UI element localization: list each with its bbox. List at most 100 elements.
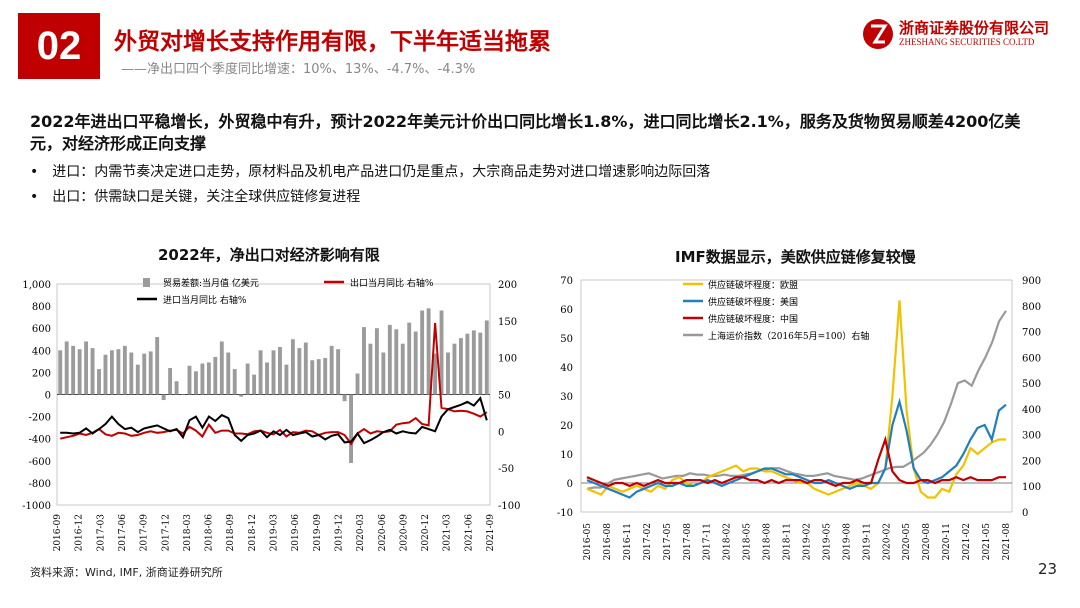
chart2-x-tick-label: 2016-11 [623, 523, 633, 560]
company-logo: 浙商证券股份有限公司 ZHESHANG SECURITIES CO.LTD [861, 17, 1061, 51]
chart1-bar [71, 345, 76, 395]
chart2-left-tick-label: 40 [560, 363, 573, 374]
chart1-bar [265, 362, 269, 395]
chart1-bar [297, 348, 302, 395]
chart2-left-tick-label: 0 [567, 479, 573, 490]
chart1-right-tick-label: -50 [498, 464, 514, 475]
chart1-x-tick-label: 2018-03 [183, 514, 193, 552]
chart1-bar [465, 333, 470, 395]
chart1-right-tick-label: 100 [498, 354, 517, 365]
chart2-x-tick-label: 2017-02 [643, 523, 653, 560]
chart1-bar [148, 351, 153, 395]
chart2-right-tick-label: 800 [1022, 302, 1041, 313]
chart1-right-tick-label: 150 [498, 317, 517, 328]
chart1-left-tick-label: 200 [32, 368, 51, 379]
chart1-import-line [60, 396, 488, 445]
chart1-x-tick-label: 2021-09 [486, 514, 496, 552]
chart1-x-tick-label: 2017-06 [118, 514, 128, 552]
bullet-export: 出口：供需缺口是关键，关注全球供应链修复进程 [30, 185, 710, 210]
chart1-bar [103, 354, 108, 395]
section-badge: 02 [18, 13, 100, 79]
chart1-bar [420, 310, 425, 395]
chart2-x-tick-label: 2018-08 [763, 523, 773, 561]
chart1-bar [142, 353, 147, 395]
chart2-legend-label: 供应链破坏程度：欧盟 [708, 279, 798, 291]
chart1-x-tick-label: 2019-09 [313, 514, 323, 552]
chart2-left-tick-label: 70 [560, 276, 573, 287]
chart1-bar [122, 345, 127, 395]
chart1-title: 2022年，净出口对经济影响有限 [158, 246, 380, 264]
chart2-right-tick-label: 200 [1022, 456, 1041, 467]
chart1-left-tick-label: -400 [29, 435, 51, 446]
chart1-bar [381, 352, 386, 395]
bullet-list: 进口：内需节奏决定进口走势，原材料品及机电产品进口仍是重点，大宗商品走势对进口增… [30, 160, 710, 210]
chart1-left-tick-label: 400 [32, 346, 51, 357]
chart2-x-tick-label: 2016-08 [603, 523, 613, 561]
chart1-right-tick-label: -100 [498, 501, 520, 512]
chart2-x-tick-label: 2018-11 [783, 523, 793, 560]
chart2-us-line [586, 397, 1007, 499]
chart1-bar [194, 371, 198, 395]
chart1-x-tick-label: 2021-03 [443, 514, 453, 552]
chart1-bar [426, 308, 431, 395]
chart2-right-tick-label: 400 [1022, 405, 1041, 416]
chart2-x-tick-label: 2017-11 [703, 523, 713, 560]
chart2-x-tick-label: 2017-05 [663, 523, 673, 561]
chart1-bar [362, 327, 366, 395]
chart1-x-tick-label: 2016-12 [75, 514, 85, 551]
chart1-x-tick-label: 2020-09 [399, 514, 409, 552]
chart1-x-tick-label: 2016-09 [53, 514, 63, 552]
page-subtitle: ——净出口四个季度同比增速：10%、13%、-4.7%、-4.3% [121, 62, 476, 77]
logo-text-cn: 浙商证券股份有限公司 [899, 19, 1050, 37]
chart2-plot-frame [580, 279, 1013, 513]
chart1-bar [84, 341, 89, 395]
chart1-x-tick-label: 2017-12 [161, 514, 171, 551]
chart1-bar [64, 341, 69, 395]
chart2-left-tick-label: 50 [560, 334, 573, 345]
chart1-x-tick-label: 2020-06 [378, 514, 388, 552]
chart1-bar [239, 394, 244, 397]
chart1-x-tick-label: 2017-09 [140, 514, 150, 552]
chart1-bar [374, 328, 379, 395]
chart1-bar [413, 331, 418, 395]
chart1-x-tick-label: 2019-06 [291, 514, 301, 552]
chart1-left-tick-label: -200 [29, 413, 51, 424]
chart2-right-tick-label: 600 [1022, 353, 1041, 364]
source-note: 资料来源：Wind, IMF, 浙商证券研究所 [30, 566, 223, 579]
page-number: 23 [1038, 560, 1058, 578]
chart2-title: IMF数据显示，美欧供应链修复较慢 [675, 248, 916, 266]
chart2-right-tick-label: 0 [1022, 508, 1028, 519]
chart2-eu-line [586, 300, 1006, 499]
chart1-legend-label: 进口当月同比 右轴% [163, 294, 247, 306]
chart2-left-tick-label: 20 [560, 421, 573, 432]
chart2-x-tick-label: 2019-02 [802, 523, 812, 560]
chart1-bar [187, 365, 192, 395]
chart1-right-tick-label: 200 [498, 280, 517, 291]
chart1-x-tick-label: 2018-12 [248, 514, 258, 551]
chart2-right-tick-label: 100 [1022, 482, 1041, 493]
chart1-bar [155, 337, 160, 395]
chart2-x-tick-label: 2021-08 [1002, 523, 1012, 561]
chart1-bar [278, 346, 282, 395]
chart2-x-tick-label: 2020-11 [942, 523, 952, 560]
chart1-bar [97, 369, 101, 395]
chart1-bar [303, 342, 308, 395]
chart1-right-tick-label: 50 [498, 391, 511, 402]
chart2-x-tick-label: 2017-08 [683, 523, 693, 561]
chart1-bar [458, 338, 463, 395]
chart1-x-tick-label: 2018-09 [226, 514, 236, 552]
chart1-right-tick-label: 0 [498, 427, 504, 438]
chart1-left-tick-label: 1,000 [22, 280, 51, 291]
chart1-bar [161, 394, 166, 401]
chart1-left-tick-label: 800 [32, 302, 51, 313]
chart1-bar [452, 343, 457, 395]
chart2-right-tick-label: 900 [1022, 276, 1041, 287]
chart1-export-line [59, 322, 488, 446]
chart1-bar [323, 358, 328, 395]
chart2-legend-label: 供应链破坏程度：中国 [708, 313, 798, 325]
chart1-bar [336, 349, 341, 395]
chart1-bar [245, 363, 250, 395]
chart1-x-tick-label: 2021-06 [464, 514, 474, 552]
chart2-left-tick-label: -10 [557, 508, 573, 519]
chart2-x-tick-label: 2021-05 [982, 523, 992, 561]
